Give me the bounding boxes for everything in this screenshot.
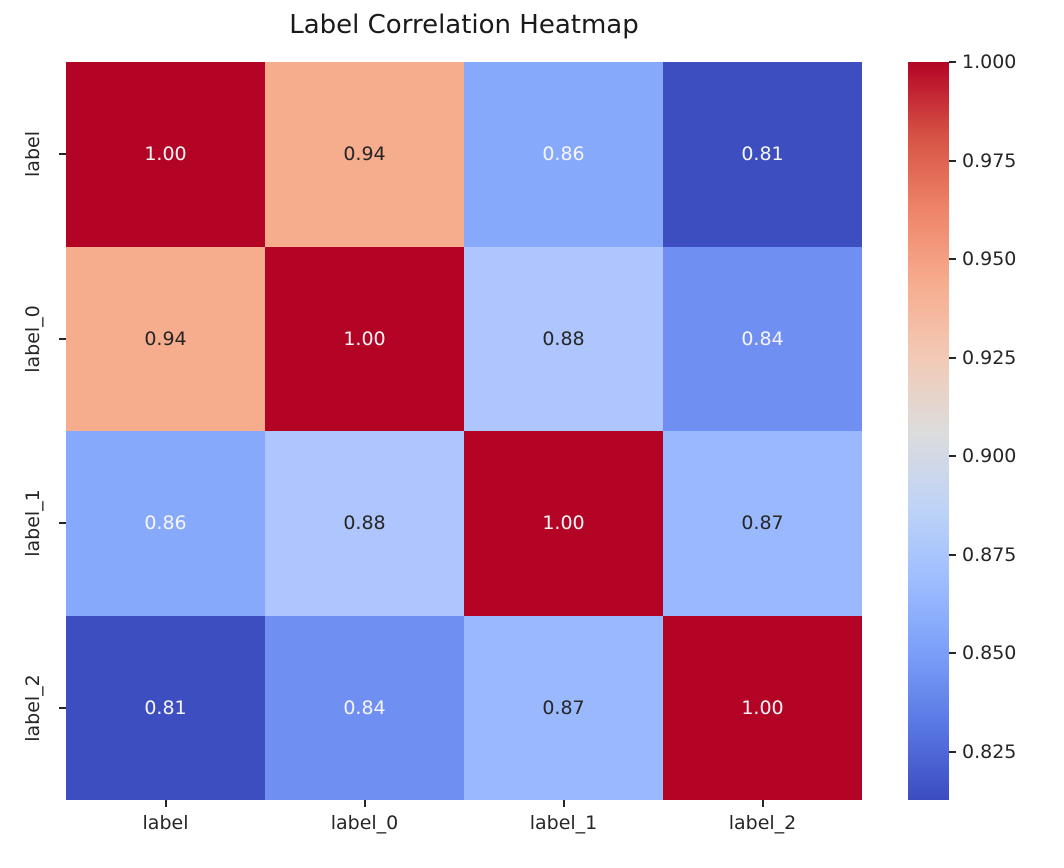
heatmap-cell: 1.00 bbox=[265, 246, 464, 431]
heatmap-cell: 0.86 bbox=[66, 431, 265, 616]
heatmap-cell: 0.84 bbox=[663, 246, 862, 431]
heatmap-cell: 0.94 bbox=[66, 246, 265, 431]
colorbar-tick-label: 0.950 bbox=[962, 248, 1017, 270]
x-tick-label: label bbox=[142, 812, 189, 834]
heatmap-cell: 1.00 bbox=[663, 615, 862, 800]
x-tick-mark bbox=[164, 800, 167, 807]
colorbar-tick-label: 0.925 bbox=[962, 346, 1017, 369]
colorbar-tick-mark bbox=[949, 61, 956, 63]
heatmap-cell: 0.81 bbox=[66, 615, 265, 800]
heatmap-cell: 0.88 bbox=[265, 431, 464, 616]
heatmap-cell: 0.87 bbox=[464, 615, 663, 800]
colorbar-tick-label: 0.975 bbox=[962, 149, 1017, 172]
colorbar-tick-mark bbox=[949, 455, 956, 458]
y-tick-mark bbox=[59, 337, 66, 340]
heatmap-cell: 0.84 bbox=[265, 615, 464, 800]
colorbar-tick-label: 0.850 bbox=[962, 642, 1017, 665]
heatmap-cell: 0.88 bbox=[464, 246, 663, 431]
y-tick-label: label_1 bbox=[22, 489, 44, 558]
colorbar-tick-mark bbox=[949, 750, 956, 753]
colorbar-tick-label: 1.000 bbox=[962, 51, 1017, 73]
y-tick-mark bbox=[59, 706, 66, 709]
x-tick-label: label_1 bbox=[529, 812, 598, 834]
heatmap-cell: 1.00 bbox=[66, 62, 265, 247]
x-tick-label: label_2 bbox=[728, 812, 797, 834]
chart-title: Label Correlation Heatmap bbox=[289, 10, 639, 40]
colorbar-tick-mark bbox=[949, 159, 956, 162]
y-tick-label: label_2 bbox=[22, 673, 44, 742]
heatmap-cell: 1.00 bbox=[464, 431, 663, 616]
x-tick-mark bbox=[363, 800, 366, 807]
y-tick-label: label bbox=[22, 131, 44, 178]
y-tick-mark bbox=[59, 522, 66, 525]
colorbar-tick-mark bbox=[949, 356, 956, 359]
colorbar-tick-mark bbox=[949, 652, 956, 655]
colorbar-tick-mark bbox=[949, 258, 956, 260]
x-tick-mark bbox=[761, 800, 764, 807]
colorbar-tick-label: 0.875 bbox=[962, 543, 1017, 566]
heatmap-plot: 1.00 0.94 0.86 0.81 0.94 1.00 0.88 0.84 0.86 0.88… bbox=[66, 62, 862, 800]
heatmap-cell: 0.86 bbox=[464, 62, 663, 247]
x-tick-mark bbox=[562, 800, 565, 807]
colorbar-tick-label: 0.900 bbox=[962, 445, 1017, 468]
colorbar bbox=[908, 62, 949, 800]
heatmap-cell: 0.94 bbox=[265, 62, 464, 247]
colorbar-tick-mark bbox=[949, 553, 956, 556]
x-tick-label: label_0 bbox=[330, 812, 399, 834]
colorbar-tick-label: 0.825 bbox=[962, 740, 1017, 763]
y-tick-label: label_0 bbox=[22, 304, 44, 373]
y-tick-mark bbox=[59, 153, 66, 156]
heatmap-cell: 0.81 bbox=[663, 62, 862, 247]
heatmap-cell: 0.87 bbox=[663, 431, 862, 616]
